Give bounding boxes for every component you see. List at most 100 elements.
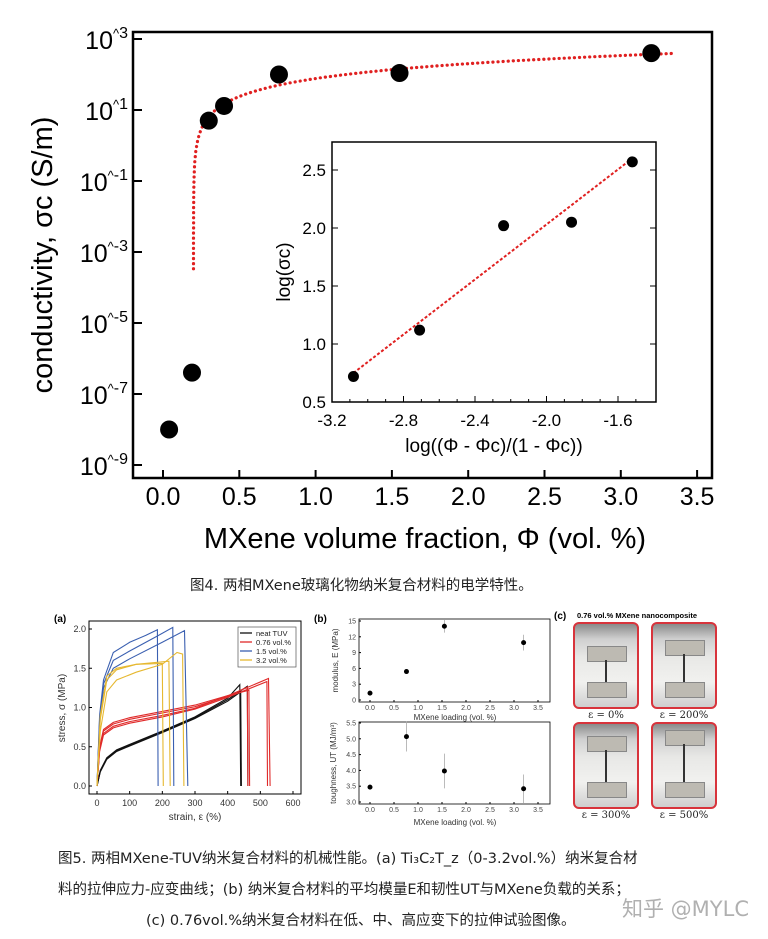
- inset-x-tick-label: -2.0: [532, 411, 561, 430]
- y-tick-label: 10^-9: [80, 451, 128, 481]
- modulus-y-tick-label: 6: [352, 666, 356, 673]
- x-tick-label: 2.5: [527, 483, 562, 511]
- data-point: [199, 111, 218, 130]
- x-axis-label: MXene volume fraction, Φ (vol. %): [204, 523, 646, 555]
- toughness-y-axis-label: toughness, UT (MJ/m³): [329, 722, 338, 804]
- toughness-x-tick-label: 2.0: [461, 807, 471, 814]
- modulus-x-tick-label: 0.0: [365, 705, 375, 712]
- inset-data-point: [414, 324, 426, 336]
- modulus-y-tick-label: 15: [348, 619, 356, 626]
- data-point: [182, 363, 201, 382]
- panel-a-y-tick-label: 2.0: [73, 624, 86, 634]
- modulus-x-tick-label: 2.0: [461, 705, 471, 712]
- inset-y-axis-label: log(σc): [274, 242, 295, 301]
- modulus-data-point: [441, 623, 447, 629]
- watermark: 知乎 @MYLC: [622, 897, 749, 921]
- lower-clamp: [665, 682, 705, 698]
- specimen: [683, 654, 685, 682]
- main-plot-frame: [131, 30, 714, 480]
- legend-label: 3.2 vol.%: [256, 656, 287, 665]
- modulus-x-tick-label: 3.5: [533, 705, 543, 712]
- lower-clamp: [587, 682, 627, 698]
- toughness-x-tick-label: 0.5: [389, 807, 399, 814]
- modulus-y-tick-label: 9: [352, 650, 356, 657]
- x-tick-label: 3.5: [680, 483, 715, 511]
- tensile-test-photo: [651, 722, 717, 809]
- upper-clamp: [665, 730, 705, 746]
- caption-line-1-text: 图5. 两相MXene-TUV纳米复合材料的机械性能。(a) Ti₃C₂T_z（…: [58, 851, 638, 867]
- modulus-plot-frame: [358, 618, 551, 703]
- toughness-y-tick-label: 4.5: [346, 752, 356, 759]
- stress-strain-curve: [96, 685, 249, 787]
- toughness-x-axis-label: MXene loading (vol. %): [414, 818, 497, 827]
- toughness-x-tick-label: 2.5: [485, 807, 495, 814]
- toughness-plot-frame: [358, 721, 551, 805]
- toughness-x-tick-label: 3.0: [509, 807, 519, 814]
- inset-x-tick-label: -1.6: [603, 411, 632, 430]
- inset-x-tick-label: -3.2: [317, 411, 346, 430]
- y-tick-label: 10^-1: [80, 167, 128, 197]
- inset-plot-frame: [331, 141, 657, 403]
- panel-a-x-tick-label: 200: [155, 798, 170, 808]
- panel-a-label: (a): [54, 614, 66, 625]
- figure5-caption-line-1: 图5. 两相MXene-TUV纳米复合材料的机械性能。(a) Ti₃C₂T_z（…: [58, 847, 638, 868]
- panel-a-x-tick-label: 600: [285, 798, 300, 808]
- panel-a-legend-box: [237, 626, 297, 668]
- y-tick-label: 10^3: [85, 25, 128, 55]
- toughness-x-tick-label: 1.5: [437, 807, 447, 814]
- y-axis-label: conductivity, σc (S/m): [27, 117, 59, 394]
- inset-data-point: [566, 216, 578, 228]
- inset-x-tick-label: -2.8: [389, 411, 418, 430]
- legend-label: 0.76 vol.%: [256, 638, 291, 647]
- photo-strain-label: ε = 300%: [581, 810, 631, 821]
- modulus-data-point: [367, 690, 373, 696]
- upper-clamp: [665, 640, 705, 656]
- modulus-x-axis-label: MXene loading (vol. %): [414, 713, 497, 722]
- modulus-x-tick-label: 0.5: [389, 705, 399, 712]
- stress-strain-curve: [96, 690, 242, 787]
- toughness-x-tick-label: 1.0: [413, 807, 423, 814]
- toughness-y-tick-label: 5.0: [346, 736, 356, 743]
- inset-fit-line: [352, 157, 633, 374]
- toughness-data-point: [521, 786, 527, 792]
- panel-a-y-tick-label: 1.0: [73, 703, 86, 713]
- upper-clamp: [587, 736, 627, 752]
- modulus-y-tick-label: 0: [352, 698, 356, 705]
- photo-strain-label: ε = 200%: [659, 710, 709, 721]
- modulus-y-tick-label: 12: [348, 634, 356, 641]
- modulus-y-axis-label: modulus, E (MPa): [331, 628, 340, 692]
- toughness-y-tick-label: 4.0: [346, 768, 356, 775]
- panel-c-title: 0.76 vol.% MXene nanocomposite: [577, 611, 697, 620]
- panel-a-y-tick-label: 0.0: [73, 781, 86, 791]
- modulus-x-tick-label: 1.5: [437, 705, 447, 712]
- y-tick-label: 10^-7: [80, 380, 128, 410]
- legend-label: neat TUV: [256, 629, 288, 638]
- data-point: [215, 96, 234, 115]
- x-tick-label: 1.5: [375, 483, 410, 511]
- data-point: [160, 420, 179, 439]
- panel-a-y-tick-label: 1.5: [73, 663, 86, 673]
- toughness-data-point: [441, 768, 447, 774]
- percolation-fit-curve: [191, 51, 678, 271]
- stress-strain-curve: [96, 651, 185, 787]
- figure5-caption-line-3: (c) 0.76vol.%纳米复合材料在低、中、高应变下的拉伸试验图像。: [146, 913, 576, 929]
- toughness-data-point: [367, 784, 373, 790]
- panel-a-x-axis-label: strain, ε (%): [169, 812, 222, 823]
- specimen: [605, 750, 607, 782]
- tensile-test-photo: [573, 622, 639, 709]
- inset-y-tick-label: 1.5: [302, 277, 326, 296]
- inset-y-tick-label: 1.0: [302, 335, 326, 354]
- panel-c-label: (c): [554, 611, 566, 622]
- stress-strain-curve: [96, 662, 164, 787]
- panel-a-y-axis-label: stress, σ (MPa): [57, 674, 68, 742]
- stress-strain-curve: [96, 628, 159, 787]
- modulus-y-tick-label: 3: [352, 682, 356, 689]
- specimen: [605, 660, 607, 682]
- modulus-data-point: [403, 669, 409, 675]
- data-point: [642, 44, 661, 63]
- x-tick-label: 1.0: [298, 483, 333, 511]
- toughness-y-tick-label: 5.5: [346, 721, 356, 728]
- toughness-y-tick-label: 3.5: [346, 784, 356, 791]
- modulus-x-tick-label: 3.0: [509, 705, 519, 712]
- lower-clamp: [587, 782, 627, 798]
